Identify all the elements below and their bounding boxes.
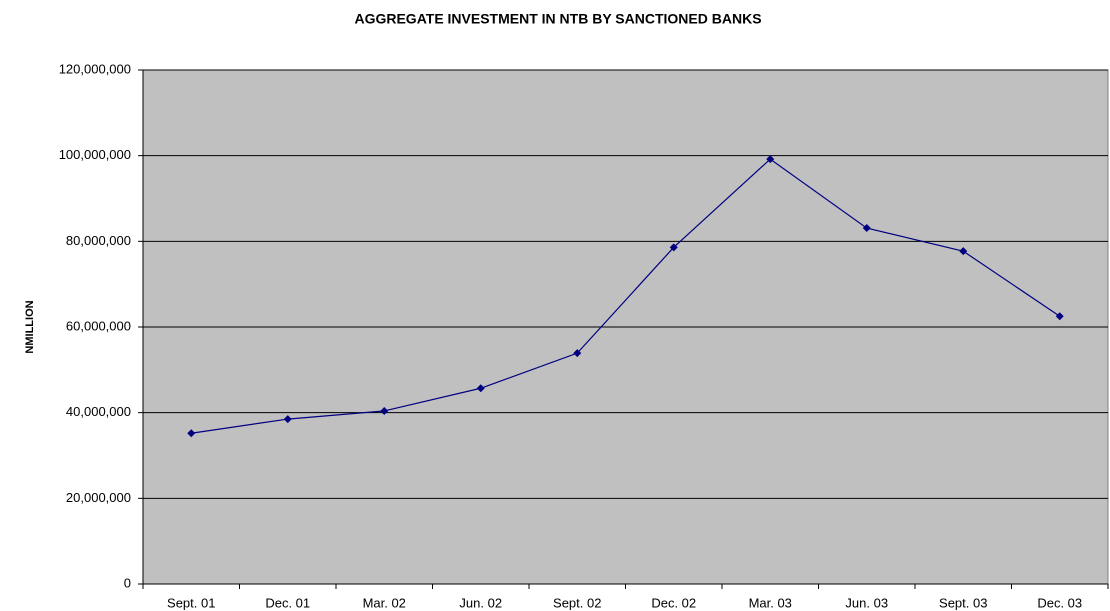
y-axis-label: NMILLION [24, 300, 36, 353]
chart-title: AGGREGATE INVESTMENT IN NTB BY SANCTIONE… [354, 11, 761, 27]
y-tick-label: 0 [124, 575, 131, 590]
y-tick-label: 100,000,000 [59, 147, 131, 162]
x-tick-label: Sept. 02 [553, 595, 601, 610]
x-tick-label: Dec. 01 [265, 595, 310, 610]
marker [283, 415, 292, 424]
x-tick-label: Dec. 02 [651, 595, 696, 610]
x-tick-label: Jun. 03 [845, 595, 888, 610]
marker [380, 406, 389, 415]
x-tick-label: Mar. 03 [749, 595, 792, 610]
line [191, 158, 1061, 434]
x-tick-label: Mar. 02 [363, 595, 406, 610]
x-tick-label: Sept. 01 [167, 595, 215, 610]
marker [862, 224, 871, 233]
y-tick-label: 60,000,000 [66, 318, 131, 333]
marker [766, 155, 775, 164]
y-tick-label: 40,000,000 [66, 404, 131, 419]
y-tick-label: 120,000,000 [59, 61, 131, 76]
marker [476, 384, 485, 393]
marker [187, 429, 196, 438]
x-tick-label: Dec. 03 [1037, 595, 1082, 610]
marker [573, 349, 582, 358]
x-tick-label: Jun. 02 [459, 595, 502, 610]
y-tick-label: 80,000,000 [66, 233, 131, 248]
marker [669, 243, 678, 252]
y-tick-label: 20,000,000 [66, 490, 131, 505]
x-tick-label: Sept. 03 [939, 595, 987, 610]
marker [959, 247, 968, 256]
marker [1055, 312, 1064, 321]
